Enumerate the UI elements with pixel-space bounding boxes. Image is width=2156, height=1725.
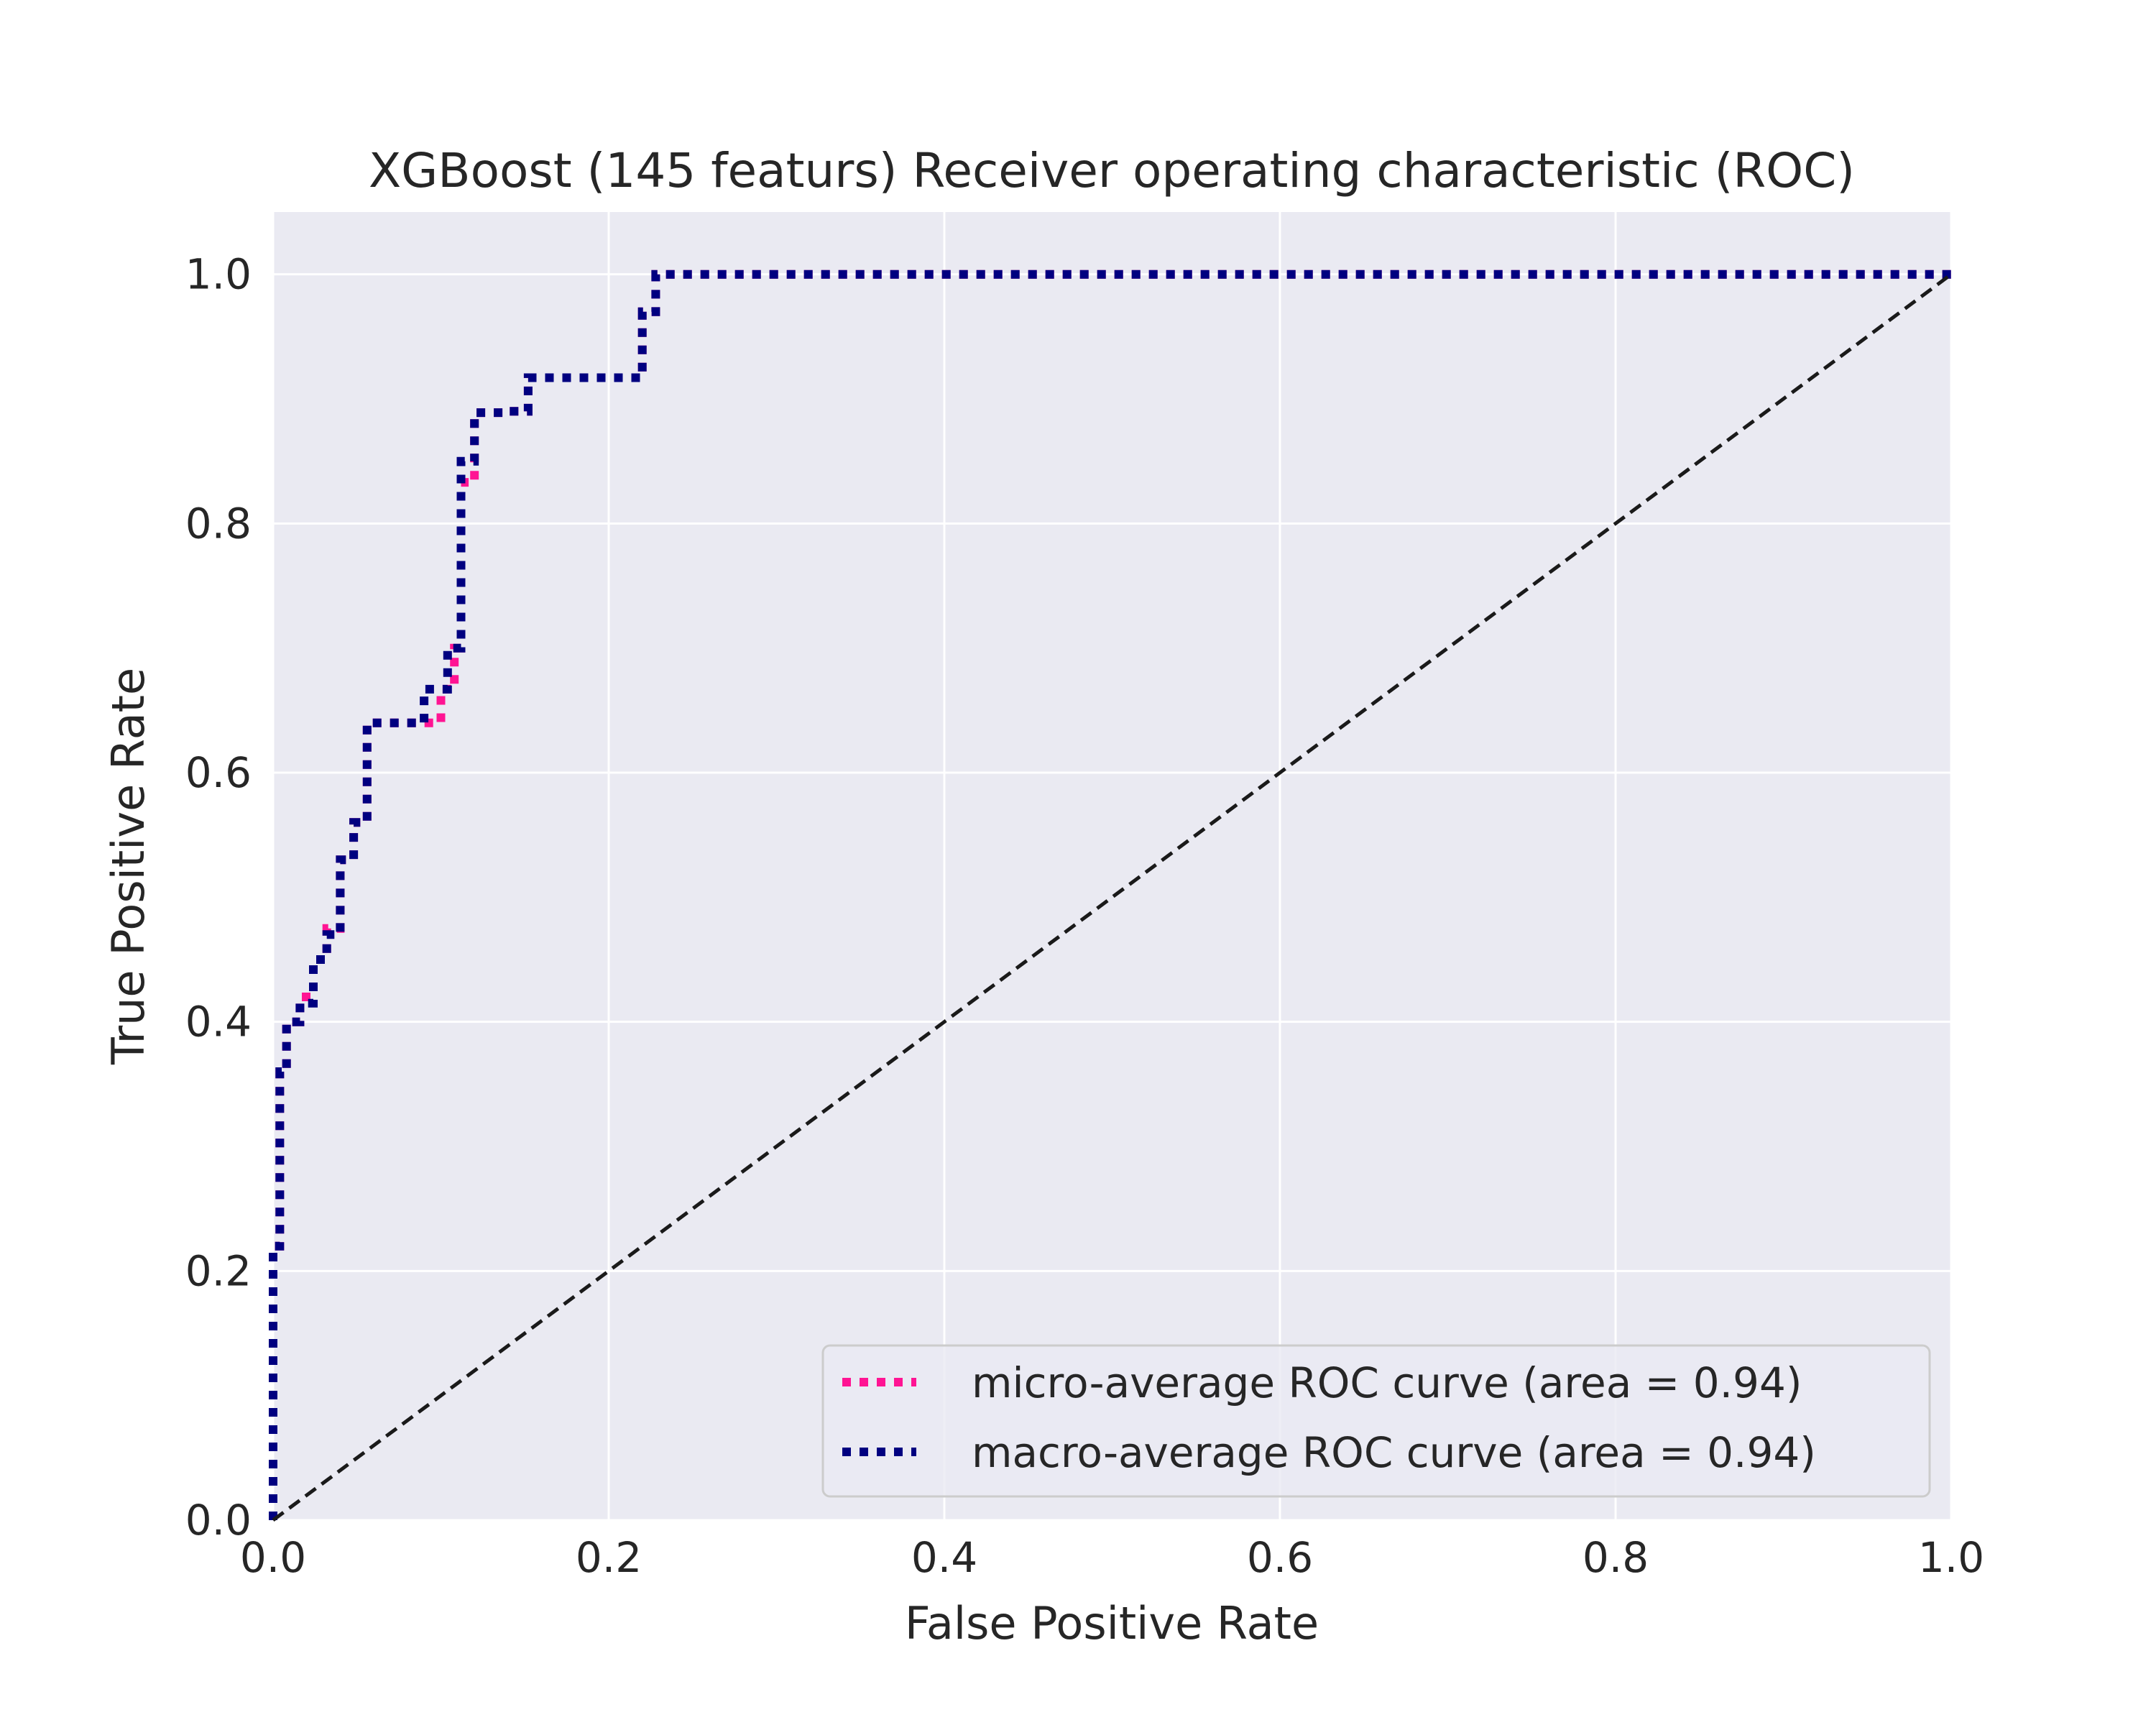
x-tick-label: 0.6 xyxy=(1247,1533,1313,1582)
x-tick-label: 0.4 xyxy=(911,1533,977,1582)
y-tick-label: 0.0 xyxy=(185,1496,252,1545)
legend-box xyxy=(821,1344,1931,1498)
x-tick-label: 0.0 xyxy=(240,1533,306,1582)
y-tick-label: 0.2 xyxy=(185,1246,252,1295)
x-tick-label: 0.2 xyxy=(576,1533,642,1582)
legend-label-macro: macro-average ROC curve (area = 0.94) xyxy=(972,1428,1816,1477)
series-group xyxy=(269,270,1953,1522)
x-axis-title: False Positive Rate xyxy=(905,1597,1319,1650)
y-axis-title: True Positive Rate xyxy=(102,668,155,1065)
legend-label-micro: micro-average ROC curve (area = 0.94) xyxy=(972,1358,1802,1407)
y-tick-label: 0.4 xyxy=(185,998,252,1046)
plot-background xyxy=(273,212,1951,1520)
chance-diagonal-line xyxy=(272,272,1953,1522)
x-tick-label: 0.8 xyxy=(1583,1533,1649,1582)
y-tick-label: 0.8 xyxy=(185,499,252,548)
macro-average-roc-curve xyxy=(269,270,1951,1520)
chart-title: XGBoost (145 featurs) Receiver operating… xyxy=(369,143,1855,198)
y-tick-label: 1.0 xyxy=(185,250,252,299)
legend: micro-average ROC curve (area = 0.94) ma… xyxy=(821,1344,1931,1498)
grid xyxy=(272,212,1953,1522)
x-tick-label: 1.0 xyxy=(1918,1533,1984,1582)
tick-labels: 0.0 0.2 0.4 0.6 0.8 1.0 0.0 0.2 0.4 0.6 0.8 1.0 xyxy=(185,250,1984,1582)
y-tick-label: 0.6 xyxy=(185,748,252,797)
